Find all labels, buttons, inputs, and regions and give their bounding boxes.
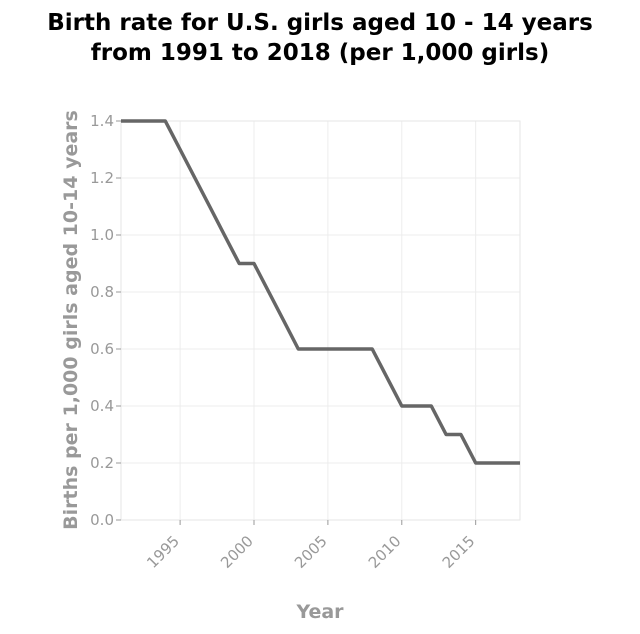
x-tick-label: 2005 — [291, 532, 331, 572]
tick-labels: 0.0 0.2 0.4 0.6 0.8 1.0 1.2 1.4 1995 2000 2005 2010… — [90, 112, 478, 572]
x-tick-label: 2000 — [217, 532, 257, 572]
y-tick-label: 1.4 — [90, 112, 114, 130]
chart-title-line-2: from 1991 to 2018 (per 1,000 girls) — [91, 40, 549, 66]
y-tick-label: 0.2 — [90, 454, 114, 472]
chart-title-line-1: Birth rate for U.S. girls aged 10 - 14 y… — [47, 10, 593, 36]
y-tick-label: 0.4 — [90, 397, 114, 415]
gridlines — [121, 120, 520, 521]
x-tick-label: 1995 — [143, 532, 183, 572]
y-tick-label: 0.0 — [90, 511, 114, 529]
x-tick-label: 2010 — [365, 532, 405, 572]
y-tick-label: 1.2 — [90, 169, 114, 187]
plot-area-border — [120, 120, 521, 521]
x-axis-label: Year — [295, 601, 344, 623]
y-tick-label: 1.0 — [90, 226, 114, 244]
y-axis-label: Births per 1,000 girls aged 10-14 years — [60, 110, 82, 530]
y-tick-label: 0.8 — [90, 283, 114, 301]
series-line — [121, 119, 520, 465]
x-tick-label: 2015 — [439, 532, 479, 572]
y-tick-label: 0.6 — [90, 340, 114, 358]
